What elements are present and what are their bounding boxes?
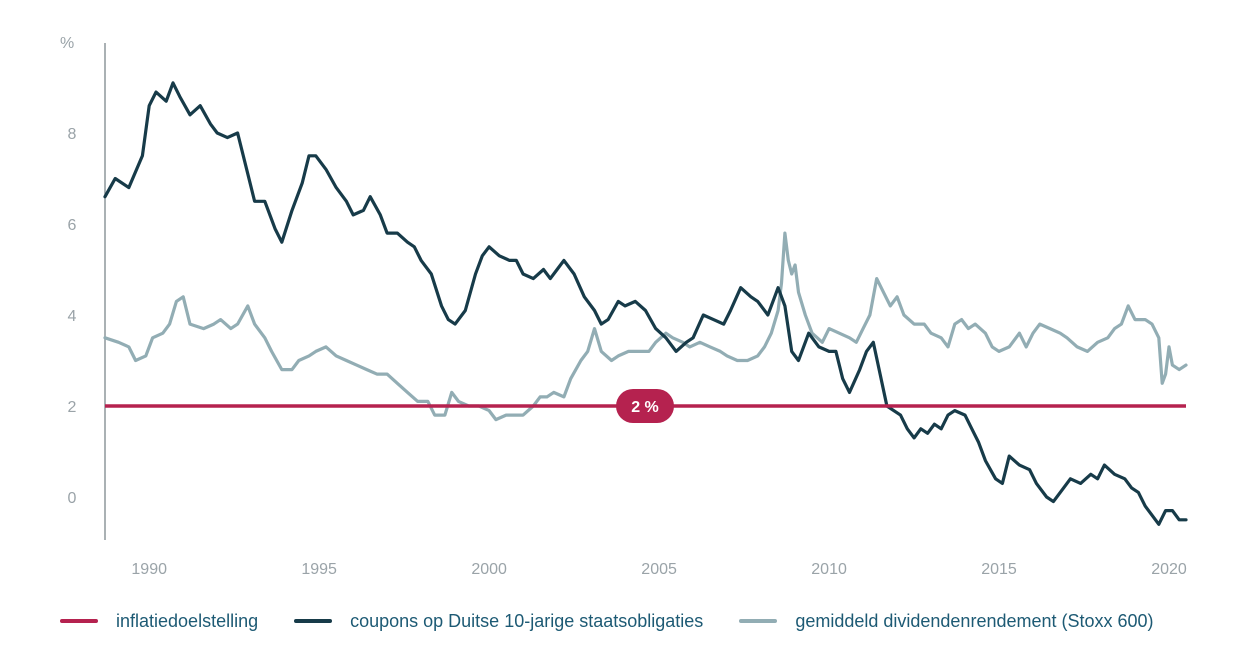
legend-label-dividend-yield: gemiddeld dividendenrendement (Stoxx 600… <box>795 610 1154 631</box>
x-tick-label: 2015 <box>981 561 1017 578</box>
series-layer <box>103 81 1188 526</box>
axes-layer: 0 2 4 6 8 1990 1995 2000 2005 2010 2015 2020 <box>68 43 1187 578</box>
x-tick-label: 2010 <box>811 561 847 578</box>
x-tick-label: 2020 <box>1151 561 1187 578</box>
chart-legend: inflatiedoelstelling coupons op Duitse 1… <box>60 606 1220 636</box>
inflation-target-badge <box>616 389 674 423</box>
legend-item-inflation-target: inflatiedoelstelling <box>60 611 258 632</box>
x-tick-label: 1990 <box>131 561 167 578</box>
legend-item-dividend-yield: gemiddeld dividendenrendement (Stoxx 600… <box>739 610 1154 632</box>
x-tick-label: 2005 <box>641 561 677 578</box>
inflation-target-badge-label: 2 % <box>631 399 659 416</box>
y-tick-label: 4 <box>68 308 77 325</box>
line-chart: 0 2 4 6 8 1990 1995 2000 2005 2010 2015 2020 2 % % <box>60 35 1188 578</box>
x-tick-label: 2000 <box>471 561 507 578</box>
y-tick-label: 0 <box>68 490 77 507</box>
series-line-dividend-yield <box>103 231 1188 422</box>
y-tick-label: 2 <box>68 399 77 416</box>
legend-swatch-dividend-yield <box>739 619 778 623</box>
legend-item-bond-coupons: coupons op Duitse 10-jarige staatsobliga… <box>294 611 703 632</box>
series-line-bond-coupons <box>103 81 1188 526</box>
x-tick-label: 1995 <box>301 561 337 578</box>
y-tick-label: 6 <box>68 217 77 234</box>
y-tick-label: 8 <box>68 126 77 143</box>
reference-layer: 2 % <box>105 389 1186 423</box>
y-axis-unit-label: % <box>60 35 74 52</box>
legend-label-inflation-target: inflatiedoelstelling <box>116 610 259 631</box>
legend-swatch-inflation-target <box>60 619 98 623</box>
legend-label-bond-coupons: coupons op Duitse 10-jarige staatsobliga… <box>350 610 704 631</box>
legend-swatch-bond-coupons <box>294 619 333 623</box>
